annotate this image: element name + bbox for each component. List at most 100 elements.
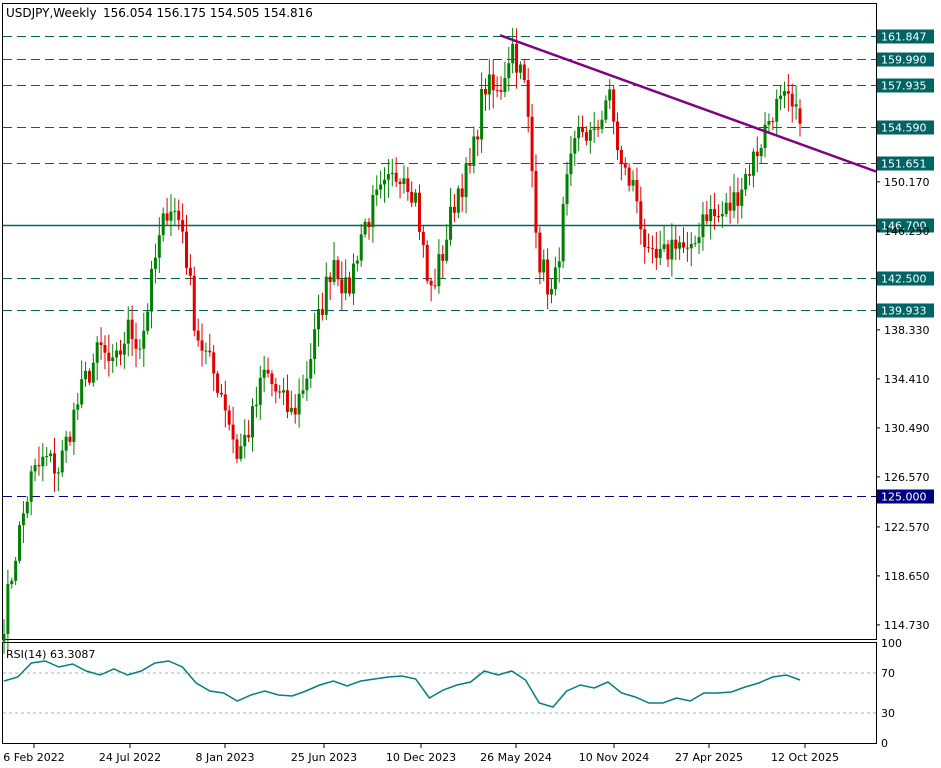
candle-body <box>340 279 344 294</box>
candle-body <box>480 88 484 140</box>
candle-body <box>414 192 418 203</box>
level-tag <box>877 29 934 44</box>
candle-body <box>612 89 616 122</box>
candle-body <box>406 178 410 192</box>
price-tick-label: 126.570 <box>884 471 930 484</box>
candle-body <box>336 260 340 280</box>
candle-body <box>759 148 763 157</box>
level-tag <box>877 303 934 318</box>
rsi-label: RSI(14) 63.3087 <box>6 648 95 661</box>
candle-body <box>476 136 480 140</box>
candle-body <box>355 260 359 264</box>
candle-body <box>192 275 196 331</box>
level-tag <box>877 489 934 504</box>
candle-body <box>666 244 670 260</box>
candle-body <box>437 254 441 287</box>
candle-body <box>635 179 639 202</box>
candle-body <box>68 436 72 442</box>
candle-body <box>103 344 107 353</box>
candle-body <box>623 164 627 168</box>
candle-body <box>526 80 530 117</box>
candle-body <box>616 121 620 151</box>
candle-body <box>553 267 557 290</box>
candle-body <box>293 407 297 415</box>
candle-body <box>588 129 592 141</box>
candlesticks <box>2 28 802 654</box>
rsi-tick-label: 0 <box>881 737 888 750</box>
candle-body <box>709 209 713 222</box>
candle-body <box>309 359 313 379</box>
candle-body <box>581 127 585 133</box>
candle-body <box>266 369 270 374</box>
level-label: 142.500 <box>881 273 927 286</box>
candle-body <box>317 309 321 330</box>
candle-body <box>52 453 56 474</box>
rsi-tick-label: 100 <box>881 637 902 650</box>
rsi-panel-frame <box>2 642 877 744</box>
level-label: 139.933 <box>881 305 927 318</box>
candle-body <box>161 213 165 236</box>
candle-body <box>592 128 596 130</box>
candle-body <box>115 350 119 358</box>
candle-body <box>767 121 771 125</box>
candle-body <box>798 108 802 124</box>
candle-body <box>693 243 697 245</box>
candle-body <box>604 100 608 120</box>
trendline-layer <box>499 34 877 173</box>
rsi-indicator: 100 70 30 0 <box>3 637 902 750</box>
candle-body <box>324 276 328 315</box>
candle-body <box>491 74 495 91</box>
candle-body <box>227 410 231 425</box>
candle-body <box>518 64 522 73</box>
rsi-tick-label: 70 <box>881 667 895 680</box>
candle-body <box>775 98 779 122</box>
candle-body <box>223 394 227 411</box>
time-tick-label: 6 Feb 2022 <box>3 751 64 764</box>
candle-body <box>56 472 60 474</box>
candle-body <box>573 138 577 154</box>
candle-body <box>208 350 212 353</box>
candle-body <box>239 446 243 459</box>
level-label: 146.700 <box>881 220 927 233</box>
candle-body <box>569 153 573 175</box>
candle-body <box>627 167 631 186</box>
candle-body <box>705 214 709 222</box>
level-tag <box>877 120 934 135</box>
candle-body <box>538 232 542 273</box>
candle-body <box>639 201 643 230</box>
candle-body <box>771 121 775 123</box>
time-tick-label: 10 Dec 2023 <box>386 751 456 764</box>
candle-body <box>386 174 390 180</box>
candle-body <box>654 248 658 258</box>
candle-body <box>87 370 91 383</box>
candle-body <box>643 229 647 248</box>
candle-body <box>483 88 487 95</box>
candle-body <box>561 204 565 262</box>
candle-body <box>794 104 798 107</box>
level-label: 159.990 <box>881 54 927 67</box>
candle-body <box>126 319 130 344</box>
candle-body <box>29 471 33 502</box>
candle-body <box>736 192 740 206</box>
price-tick-label: 114.730 <box>884 619 930 632</box>
candle-body <box>460 188 464 197</box>
level-tag <box>877 218 934 233</box>
candle-body <box>744 174 748 190</box>
candle-body <box>565 174 569 205</box>
candle-body <box>6 584 10 634</box>
candle-body <box>670 239 674 260</box>
candle-body <box>433 285 437 287</box>
level-label: 157.935 <box>881 80 927 93</box>
candle-body <box>64 436 68 451</box>
time-tick-label: 8 Jan 2023 <box>196 751 255 764</box>
time-tick-label: 27 Apr 2025 <box>675 751 743 764</box>
candle-body <box>732 192 736 211</box>
level-label: 125.000 <box>881 491 927 504</box>
candle-body <box>417 192 421 232</box>
candle-body <box>297 393 301 415</box>
candle-body <box>421 231 425 245</box>
time-tick-label: 10 Nov 2024 <box>579 751 649 764</box>
candle-body <box>751 151 755 176</box>
candle-body <box>371 195 375 228</box>
candle-body <box>332 260 336 282</box>
